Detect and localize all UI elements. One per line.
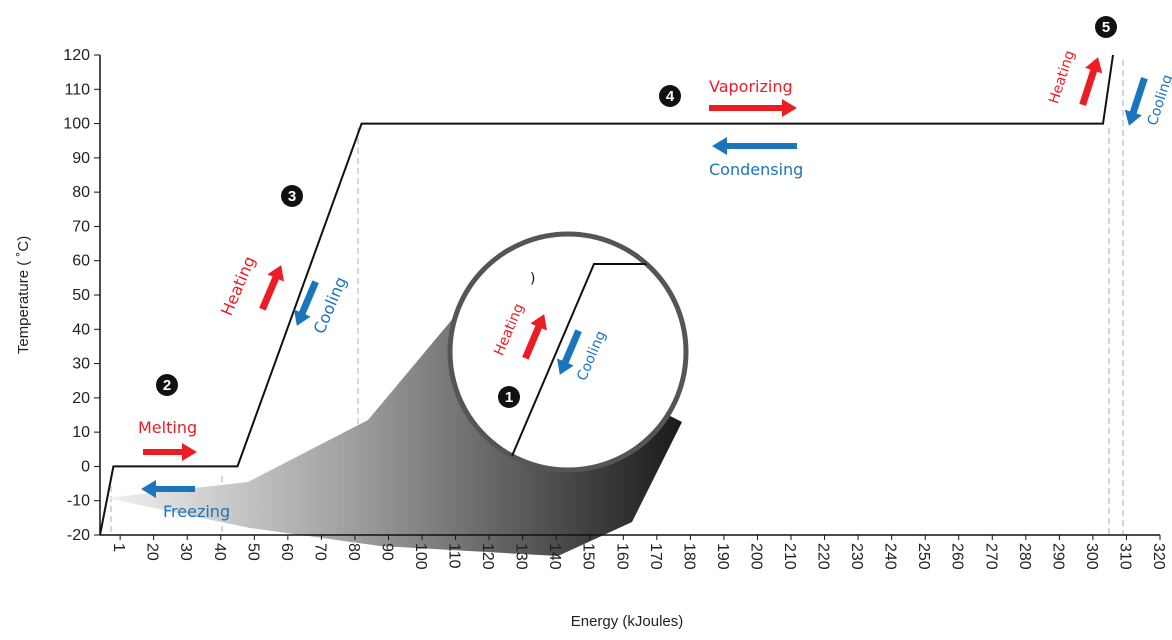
- x-tick-label: 100: [412, 543, 429, 570]
- x-tick-label: 220: [815, 543, 832, 570]
- badge-circle: [1095, 16, 1117, 38]
- y-tick-label: 120: [63, 47, 90, 64]
- phase3-heating-annotation: Heating: [217, 253, 284, 318]
- phase5-cooling-arrow-icon: [1124, 77, 1148, 126]
- guide-lines: [110, 60, 1124, 535]
- badge-number: 1: [505, 389, 513, 406]
- vaporizing-label: Vaporizing: [709, 77, 793, 96]
- y-tick-label: -20: [67, 527, 90, 544]
- y-tick-label: 30: [72, 356, 90, 373]
- x-tick-label: 40: [211, 543, 228, 561]
- x-tick-label: 180: [680, 543, 697, 570]
- melting-label: Melting: [138, 418, 197, 437]
- y-tick-label: 110: [64, 81, 90, 98]
- y-tick-label: 50: [72, 287, 90, 304]
- x-tick-label: 70: [311, 543, 328, 561]
- badge-number: 5: [1102, 19, 1110, 36]
- x-tick-label: 190: [714, 543, 731, 570]
- y-tick-label: 0: [81, 458, 90, 475]
- phase5-heating-arrow-icon: [1079, 57, 1103, 106]
- condensing-label: Condensing: [709, 160, 803, 179]
- y-tick-label: 40: [72, 321, 90, 338]
- condensing-annotation: Condensing: [709, 137, 803, 179]
- x-tick-label: 250: [915, 543, 932, 570]
- phase5-cooling-label: Cooling: [1145, 73, 1172, 128]
- x-tick-label: 80: [345, 543, 362, 561]
- badge-phase-2: 2: [156, 374, 178, 396]
- x-tick-label: 60: [278, 543, 295, 561]
- freezing-arrow-icon: [141, 480, 195, 498]
- y-tick-label: -10: [67, 493, 90, 510]
- freezing-label: Freezing: [163, 502, 230, 521]
- x-tick-label: 130: [513, 543, 530, 570]
- vaporizing-annotation: Vaporizing: [709, 77, 797, 117]
- y-axis-title: Temperature ( ˚C): [15, 236, 32, 354]
- phase3-cooling-arrow-icon: [294, 280, 319, 326]
- badge-phase-5: 5: [1095, 16, 1117, 38]
- x-axis-title: Energy (kJoules): [571, 613, 684, 630]
- freezing-annotation: Freezing: [141, 480, 230, 521]
- x-tick-label: 160: [613, 543, 630, 570]
- x-tick-label: 290: [1049, 543, 1066, 570]
- x-tick-label: 270: [982, 543, 999, 570]
- vaporizing-arrow-icon: [709, 99, 797, 117]
- x-tick-label: 200: [747, 543, 764, 570]
- y-tick-label: 100: [63, 116, 90, 133]
- badge-circle: [156, 374, 178, 396]
- x-tick-label: 210: [781, 543, 798, 570]
- x-tick-label: 320: [1150, 543, 1167, 570]
- badge-circle: [659, 85, 681, 107]
- badge-number: 2: [163, 377, 171, 394]
- phase5-heating-label: Heating: [1046, 49, 1078, 106]
- y-tick-label: 90: [72, 150, 90, 167]
- badge-phase-3: 3: [281, 185, 303, 207]
- x-tick-label: 50: [244, 543, 261, 561]
- badge-number: 3: [288, 188, 296, 205]
- x-ticks: 1 20 30 40 50 60 70 80 90 100 110 120 130 140 150 160 17…: [110, 535, 1167, 570]
- phase5-cooling-annotation: Cooling: [1124, 73, 1172, 128]
- x-tick-label: 120: [479, 543, 496, 570]
- y-tick-label: 10: [72, 424, 90, 441]
- x-tick-label: 30: [177, 543, 194, 561]
- x-tick-label: 240: [882, 543, 899, 570]
- badge-circle: [498, 386, 520, 408]
- phase5-heating-annotation: Heating: [1046, 49, 1103, 106]
- badge-circle: [281, 185, 303, 207]
- inset-heating-arrow-icon: [522, 314, 547, 360]
- series-line: [99, 54, 1114, 536]
- x-tick-label: 20: [144, 543, 161, 561]
- x-tick-label: 1: [110, 543, 127, 552]
- y-tick-label: 80: [72, 184, 90, 201]
- y-tick-label: 70: [72, 218, 90, 235]
- melting-annotation: Melting: [138, 418, 197, 461]
- melting-arrow-icon: [143, 443, 197, 461]
- badge-number: 4: [666, 88, 675, 105]
- x-tick-label: 110: [446, 543, 463, 569]
- x-tick-label: 90: [378, 543, 395, 561]
- badge-phase-4: 4: [659, 85, 681, 107]
- y-tick-label: 60: [72, 253, 90, 270]
- phase3-heating-arrow-icon: [259, 265, 284, 311]
- inset-mark: ): [530, 271, 535, 287]
- inset-cooling-arrow-icon: [557, 329, 582, 375]
- phase3-heating-label: Heating: [217, 253, 259, 318]
- x-tick-label: 140: [546, 543, 563, 570]
- badge-phase-1: 1: [498, 386, 520, 408]
- x-tick-label: 230: [848, 543, 865, 570]
- x-tick-label: 280: [1016, 543, 1033, 570]
- x-tick-label: 260: [949, 543, 966, 570]
- x-tick-label: 310: [1116, 543, 1133, 570]
- x-tick-label: 300: [1083, 543, 1100, 570]
- y-tick-label: 20: [72, 390, 90, 407]
- x-tick-label: 150: [580, 543, 597, 570]
- condensing-arrow-icon: [712, 137, 797, 155]
- x-tick-label: 170: [647, 543, 664, 570]
